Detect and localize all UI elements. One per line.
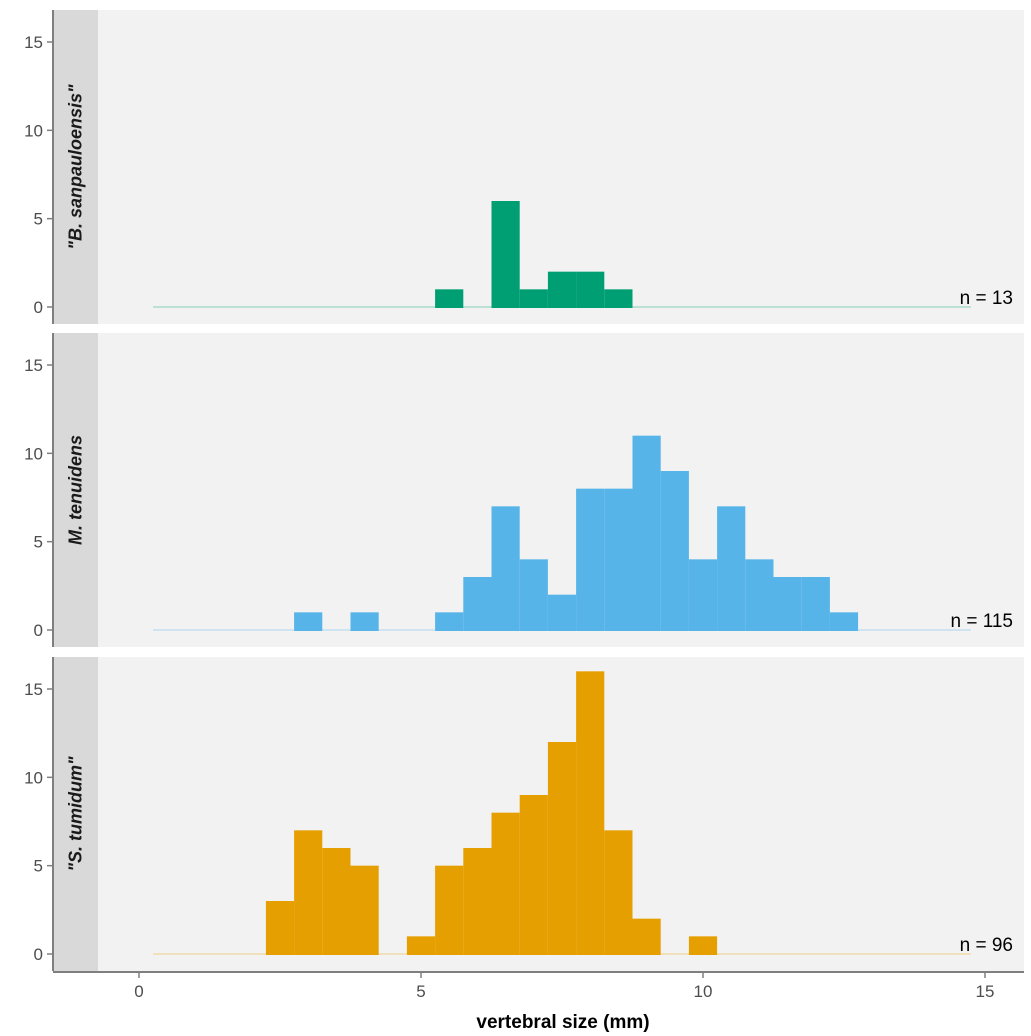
histogram-bar	[491, 201, 520, 308]
x-tick-label: 15	[976, 982, 995, 1001]
histogram-bar	[322, 848, 351, 955]
sample-size-label: n = 96	[960, 935, 1013, 956]
x-axis: 0 5 10 15	[53, 971, 1024, 1001]
histogram-bar	[829, 612, 859, 631]
y-tick-label: 0	[34, 945, 43, 964]
histogram-bar	[491, 506, 520, 631]
y-tick-label: 15	[24, 33, 43, 52]
y-tick-label: 10	[24, 768, 43, 787]
histogram-bar	[463, 848, 492, 955]
histogram-bar	[463, 577, 492, 631]
facet-strip	[53, 10, 98, 324]
histogram-bar	[491, 812, 520, 955]
histogram-bar	[294, 612, 323, 631]
facet-strip	[53, 333, 98, 647]
sample-size-label: n = 13	[960, 288, 1013, 309]
y-tick-label: 10	[24, 444, 43, 463]
histogram-bar	[576, 271, 605, 308]
x-tick-label: 10	[694, 982, 713, 1001]
histogram-bar	[265, 901, 295, 955]
facet-strip-label: "B. sanpauloensis"	[66, 84, 86, 250]
histogram-bar	[547, 594, 577, 631]
x-tick-label: 5	[416, 982, 425, 1001]
histogram-bar	[660, 471, 689, 631]
histogram-bar	[604, 830, 633, 955]
histogram-bar	[801, 577, 830, 631]
histogram-bar	[294, 830, 323, 955]
facet-panel: M. tenuidens 0 5 10 15 n = 115	[24, 333, 1024, 647]
x-axis-title: vertebral size (mm)	[476, 1012, 649, 1033]
histogram-bar	[717, 506, 746, 631]
histogram-bar	[435, 612, 464, 631]
histogram-bar	[632, 918, 661, 955]
facet-panels: "B. sanpauloensis" 0 5 10 15 n = 13 M. tenuide…	[24, 10, 1024, 971]
histogram-bar	[604, 289, 633, 308]
facet-panel: "B. sanpauloensis" 0 5 10 15 n = 13	[24, 10, 1024, 324]
histogram-bar	[519, 795, 548, 955]
histogram-bar	[773, 577, 802, 631]
histogram-bar	[576, 488, 605, 631]
histogram-bar	[350, 865, 379, 955]
x-tick-label: 0	[134, 982, 143, 1001]
panel-background	[53, 10, 1024, 324]
facet-strip-label: "S. tumidum"	[66, 756, 86, 872]
histogram-bar	[519, 289, 548, 308]
histogram-bar	[745, 559, 774, 631]
histogram-bar	[632, 435, 661, 631]
y-tick-label: 0	[34, 298, 43, 317]
facet-panel: "S. tumidum" 0 5 10 15 n = 96	[24, 657, 1024, 971]
histogram-bar	[350, 612, 379, 631]
y-tick-label: 15	[24, 356, 43, 375]
facet-strip-label: M. tenuidens	[66, 435, 86, 545]
histogram-bar	[519, 559, 548, 631]
histogram-bar	[576, 671, 605, 955]
histogram-bar	[604, 488, 633, 631]
sample-size-label: n = 115	[950, 611, 1013, 632]
histogram-bar	[435, 865, 464, 955]
histogram-bar	[406, 936, 436, 955]
y-tick-label: 15	[24, 680, 43, 699]
y-tick-label: 5	[34, 533, 43, 552]
y-tick-label: 5	[34, 857, 43, 876]
facet-strip	[53, 657, 98, 971]
histogram-bar	[547, 742, 577, 955]
histogram-bar	[688, 936, 718, 955]
y-tick-label: 5	[34, 210, 43, 229]
histogram-bar	[688, 559, 718, 631]
y-tick-label: 10	[24, 121, 43, 140]
histogram-bar	[435, 289, 464, 308]
y-tick-label: 0	[34, 621, 43, 640]
histogram-bar	[547, 271, 577, 308]
